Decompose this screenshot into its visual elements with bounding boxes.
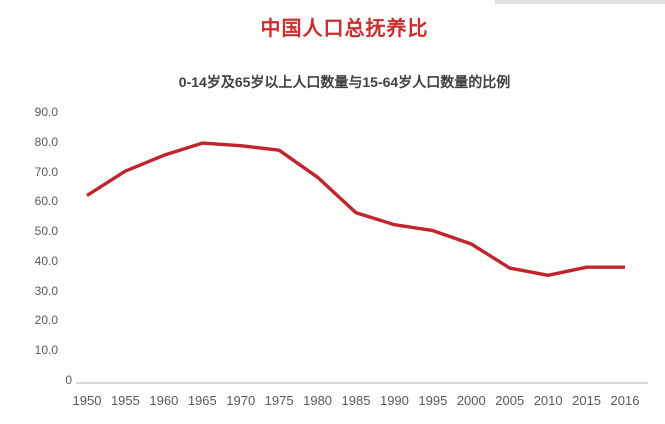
y-tick-label: 30.0: [34, 283, 58, 298]
x-tick-label: 1970: [226, 393, 256, 408]
y-tick-label: 60.0: [34, 194, 58, 209]
top-edge-artifact: [495, 0, 665, 4]
chart-subtitle: 0-14岁及65岁以上人口数量与15-64岁人口数量的比例: [178, 74, 511, 90]
x-tick-label: 1950: [72, 393, 102, 408]
y-tick-label: 80.0: [34, 134, 58, 149]
x-tick-label: 1975: [264, 393, 294, 408]
x-tick-label: 2015: [572, 393, 602, 408]
y-tick-label: 40.0: [34, 253, 58, 268]
x-tick-label: 1990: [379, 393, 409, 408]
x-tick-label: 1980: [303, 393, 333, 408]
x-tick-label: 2016: [610, 393, 640, 408]
x-tick-label: 1960: [149, 393, 179, 408]
x-tick-label: 2005: [495, 393, 525, 408]
y-tick-label: 70.0: [34, 164, 58, 179]
dependency-ratio-line: [86, 141, 625, 277]
chart-title: 中国人口总抚养比: [260, 18, 429, 40]
y-tick-label: 0: [65, 373, 72, 388]
x-tick-label: 1965: [187, 393, 217, 408]
x-tick-label: 1985: [341, 393, 371, 408]
y-tick-label: 20.0: [34, 313, 58, 328]
x-axis-line: [76, 382, 648, 384]
y-tick-label: 10.0: [34, 343, 58, 358]
x-tick-label: 2010: [533, 393, 563, 408]
x-tick-label: 1995: [418, 393, 448, 408]
x-tick-label: 2000: [456, 393, 486, 408]
y-tick-label: 50.0: [34, 224, 58, 239]
x-tick-label: 1955: [110, 393, 140, 408]
y-tick-label: 90.0: [34, 105, 58, 119]
